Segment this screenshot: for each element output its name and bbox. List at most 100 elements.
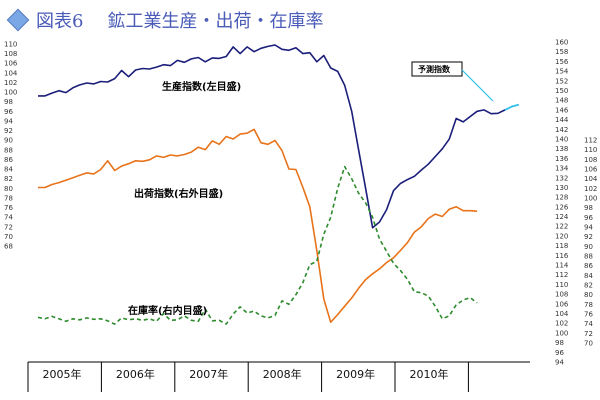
left-axis-tick-label: 88 [4,146,13,154]
right2-axis-tick-label: 80 [584,291,593,299]
right2-axis-tick-label: 102 [584,185,597,193]
left-axis-tick-label: 108 [4,50,17,58]
right1-axis-tick-label: 152 [555,77,568,85]
right1-axis-tick-label: 154 [555,68,569,76]
right1-axis-tick-label: 94 [555,359,564,367]
right1-axis-tick-label: 118 [555,242,568,250]
right1-axis-tick-label: 102 [555,320,568,328]
right2-axis-tick-label: 86 [584,262,593,270]
production-series-label: 生産指数(左目盛) [162,80,241,93]
right2-axis-tick-label: 78 [584,301,593,309]
left-axis-tick-label: 80 [4,185,13,193]
right2-axis-tick-label: 110 [584,146,597,154]
left-axis-tick-label: 100 [4,89,17,97]
right2-axis-tick-label: 88 [584,253,593,261]
x-axis-year-label: 2005年 [43,367,82,381]
left-axis-tick-label: 106 [4,60,18,68]
left-axis-tick-label: 110 [4,41,17,49]
series-line-2 [37,165,478,325]
right1-axis-tick-label: 110 [555,281,568,289]
forecast-callout: 予測指数 [411,61,494,102]
series-layer [37,44,520,325]
right2-axis-tick-label: 108 [584,156,597,164]
right1-axis-tick-label: 124 [555,213,569,221]
left-axis-tick-label: 96 [4,108,13,116]
forecast-line [504,103,520,111]
x-axis-year-label: 2008年 [263,367,302,381]
right1-axis-tick-label: 128 [555,194,568,202]
x-axis-year-label: 2009年 [336,367,375,381]
x-axis-year-label: 2007年 [189,367,228,381]
right2-axis-tick-label: 106 [584,166,598,174]
left-axis-tick-label: 72 [4,223,13,231]
right1-axis-tick-label: 98 [555,339,564,347]
right1-axis-tick-label: 158 [555,48,568,56]
shipment-series-label: 出荷指数(右外目盛) [134,187,223,200]
right1-axis-tick-label: 148 [555,97,568,105]
left-axis-tick-label: 68 [4,243,13,251]
x-axis-year-label: 2010年 [410,367,449,381]
left-axis-tick-label: 94 [4,117,13,125]
right1-axis-tick-label: 120 [555,232,568,240]
left-axis-tick-label: 90 [4,137,13,145]
right2-axis-tick-label: 72 [584,330,593,338]
right2-axis-tick-label: 96 [584,214,593,222]
right1-axis-tick-label: 100 [555,329,568,337]
right1-axis-tick-label: 126 [555,203,569,211]
left-axis-tick-label: 70 [4,233,13,241]
right2-axis-tick-label: 70 [584,340,593,348]
left-axis-tick-label: 76 [4,204,13,212]
figure-label: 図表6 [36,11,84,32]
right2-axis-tick-label: 74 [584,320,593,328]
right1-axis-tick-label: 144 [555,116,569,124]
right1-axis-tick-label: 160 [555,39,568,47]
chart-title: 鉱工業生産・出荷・在庫率 [107,11,324,32]
right2-axis-tick-label: 82 [584,282,593,290]
right2-axis-tick-label: 94 [584,224,593,232]
left-axis-tick-label: 104 [4,69,18,77]
right1-axis-tick-label: 140 [555,135,568,143]
chart-title-bar: 図表6 鉱工業生産・出荷・在庫率 [6,6,323,34]
right2-axis-tick-label: 76 [584,311,593,319]
left-axis-tick-label: 102 [4,79,17,87]
right2-axis-tick-label: 90 [584,243,593,251]
right1-axis-tick-label: 122 [555,223,568,231]
left-axis-tick-label: 86 [4,156,13,164]
series-line-1 [38,128,478,324]
left-axis-tick-label: 92 [4,127,13,135]
left-axis-tick-label: 82 [4,175,13,183]
right1-axis-tick-label: 130 [555,184,568,192]
right2-axis-tick-label: 104 [584,175,598,183]
left-axis-tick-label: 98 [4,98,13,106]
right1-axis-tick-label: 116 [555,252,569,260]
left-axis-tick-label: 78 [4,194,13,202]
right1-axis-tick-label: 156 [555,58,569,66]
right2-axis-tick-label: 98 [584,204,593,212]
right1-axis-tick-label: 142 [555,126,568,134]
right1-axis-tick-label: 104 [555,310,569,318]
right1-axis-tick-label: 150 [555,87,568,95]
inventory-series-label: 在庫率(右内目盛) [128,304,207,317]
forecast-callout-label: 予測指数 [418,64,451,74]
right1-axis-tick-label: 114 [555,262,569,270]
forecast-callout-box [411,61,463,77]
right1-axis-tick-label: 132 [555,174,568,182]
right2-axis-tick-label: 84 [584,272,593,280]
x-axis-year-label: 2006年 [116,367,155,381]
right1-axis-tick-label: 136 [555,155,569,163]
right2-axis-tick-label: 100 [584,195,597,203]
right1-axis-tick-label: 138 [555,145,568,153]
right1-axis-tick-label: 108 [555,291,568,299]
series-line-0 [38,44,506,229]
right2-axis-tick-label: 112 [584,137,597,145]
right1-axis-tick-label: 96 [555,349,564,357]
right1-axis-tick-label: 134 [555,165,569,173]
forecast-callout-pointer [461,69,494,102]
axes-layer: 6870727476788082848688909294969810010210… [4,39,598,392]
right2-axis-tick-label: 92 [584,233,593,241]
left-axis-tick-label: 84 [4,166,13,174]
right1-axis-tick-label: 146 [555,106,569,114]
right1-axis-tick-label: 106 [555,300,569,308]
right1-axis-tick-label: 112 [555,271,568,279]
